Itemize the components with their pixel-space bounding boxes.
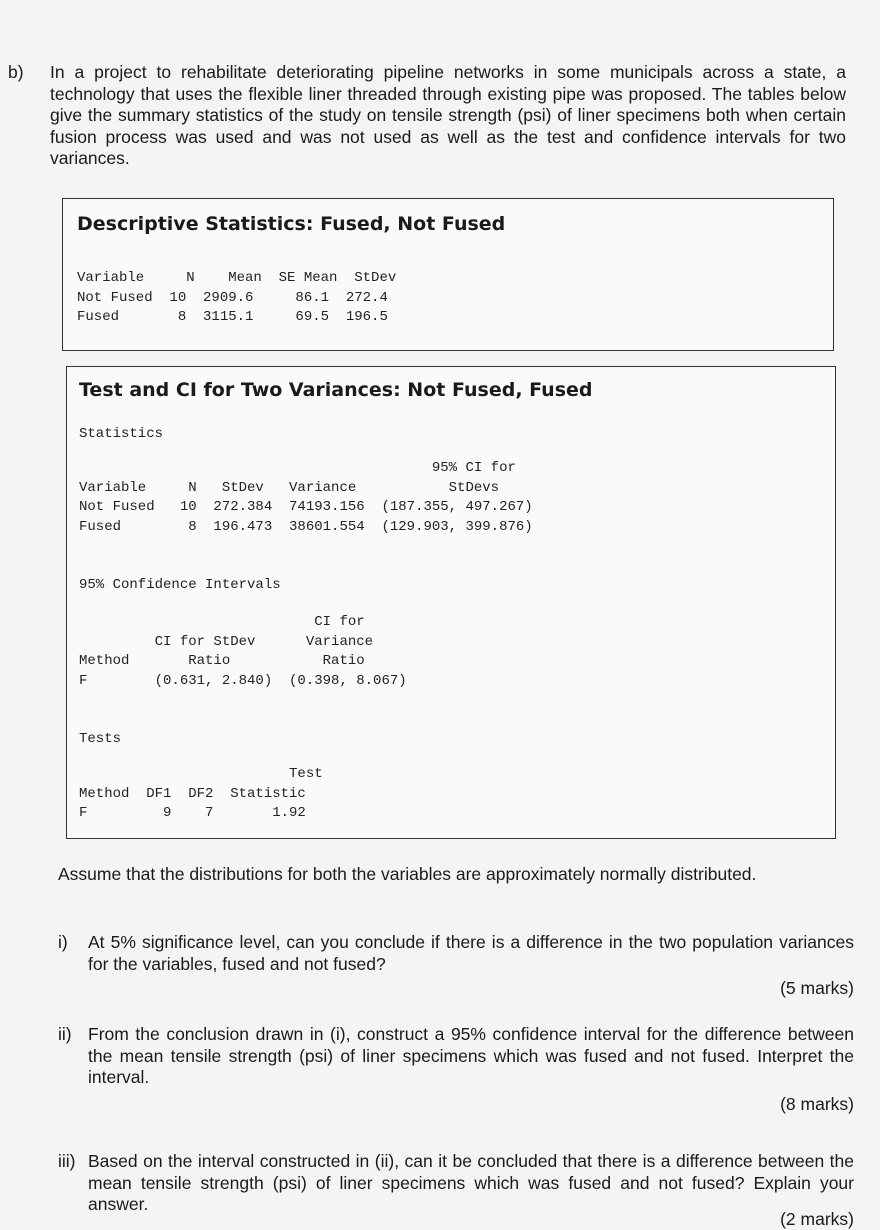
question-intro: In a project to rehabilitate deteriorati…	[50, 62, 846, 168]
question-label: b)	[8, 62, 24, 82]
part-iii-text: Based on the interval constructed in (ii…	[88, 1151, 854, 1214]
variance-test-box: Test and CI for Two Variances: Not Fused…	[66, 366, 836, 839]
statistics-table: 95% CI for Variable N StDev Variance StD…	[79, 460, 533, 535]
part-iii-marks: (2 marks)	[780, 1209, 854, 1229]
tests-table: Test Method DF1 DF2 Statistic F 9 7 1.92	[79, 766, 323, 821]
assumption-text: Assume that the distributions for both t…	[58, 864, 757, 884]
descriptive-stats-table: Variable N Mean SE Mean StDev Not Fused …	[77, 270, 397, 325]
variance-test-title: Test and CI for Two Variances: Not Fused…	[79, 379, 593, 401]
part-iii-label: iii)	[58, 1151, 76, 1171]
part-ii-label: ii)	[58, 1024, 72, 1044]
part-ii-text: From the conclusion drawn in (i), constr…	[88, 1024, 854, 1087]
part-i-text: At 5% significance level, can you conclu…	[88, 932, 854, 974]
tests-heading: Tests	[79, 731, 122, 747]
ci-table: CI for CI for StDev Variance Method Rati…	[79, 614, 407, 689]
descriptive-stats-box: Descriptive Statistics: Fused, Not Fused…	[62, 198, 834, 351]
part-ii-marks: (8 marks)	[780, 1094, 854, 1114]
statistics-heading: Statistics	[79, 426, 164, 442]
part-i-marks: (5 marks)	[780, 978, 854, 998]
part-i-label: i)	[58, 932, 68, 952]
descriptive-stats-title: Descriptive Statistics: Fused, Not Fused	[77, 213, 506, 235]
ci-heading: 95% Confidence Intervals	[79, 577, 281, 593]
